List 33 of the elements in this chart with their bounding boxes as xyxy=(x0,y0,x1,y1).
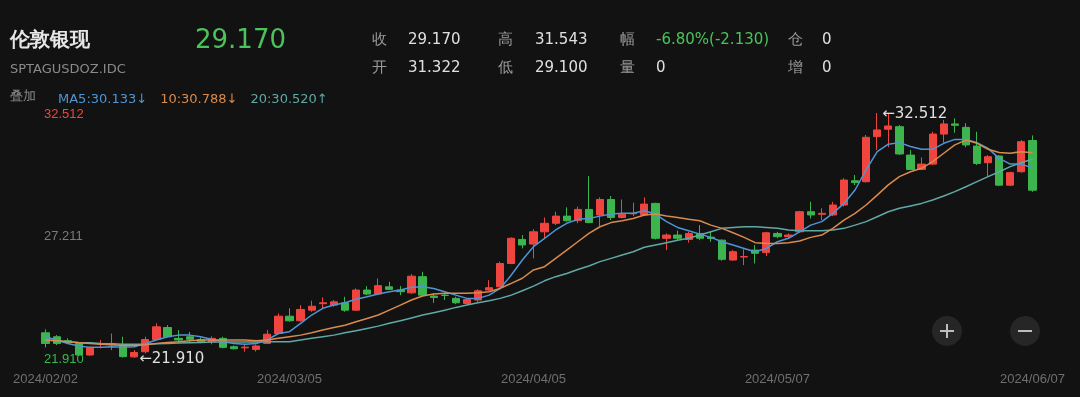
text: 10:30.788↓ xyxy=(160,90,238,106)
annotation: ←21.910 xyxy=(139,348,205,367)
text: MA5:30.133↓ xyxy=(58,90,148,106)
text: 高 xyxy=(498,30,513,48)
text: 增 xyxy=(788,58,803,76)
text: 收 xyxy=(372,30,387,48)
text: 仓 xyxy=(788,30,803,48)
y-tick-label: 32.512 xyxy=(44,105,84,121)
x-tick-label: 2024/05/07 xyxy=(744,371,810,386)
x-tick-label: 2024/02/02 xyxy=(13,371,79,386)
y-tick-label: 27.211 xyxy=(44,228,83,243)
text: 开 xyxy=(372,58,387,76)
x-tick-label: 2024/04/05 xyxy=(500,371,566,386)
annotation: ←32.512 xyxy=(882,103,948,122)
x-tick-label: 2024/06/07 xyxy=(999,371,1065,386)
text: 31.322 xyxy=(408,58,461,76)
text: 29.170 xyxy=(195,24,286,54)
text: 20:30.520↑ xyxy=(250,90,328,106)
text: 31.543 xyxy=(535,30,588,48)
text: 0 xyxy=(656,58,666,76)
text: -6.80%(-2.130) xyxy=(656,30,770,48)
chart-title: 伦敦银现 xyxy=(10,27,90,51)
x-tick-label: 2024/03/05 xyxy=(256,371,323,386)
y-tick-label: 21.910 xyxy=(44,350,84,366)
text: 叠加 xyxy=(10,88,36,103)
text: 29.170 xyxy=(408,30,461,48)
text: 0 xyxy=(822,30,832,48)
text: 幅 xyxy=(620,30,635,48)
text: 29.100 xyxy=(535,58,588,76)
text: 0 xyxy=(822,58,832,76)
chart-subtitle: SPTAGUSDOZ.IDC xyxy=(10,61,126,76)
text: 低 xyxy=(498,58,513,76)
text: 量 xyxy=(620,58,635,76)
